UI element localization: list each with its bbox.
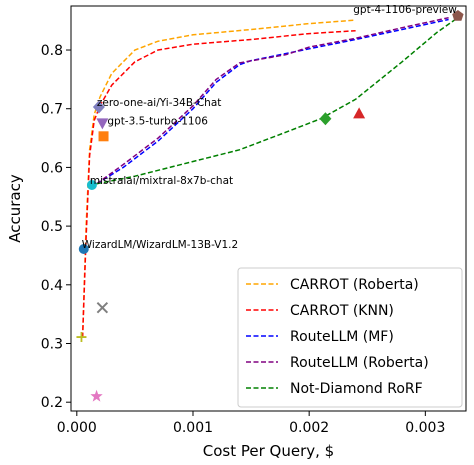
model-marker: [86, 180, 97, 191]
series-line: [96, 15, 461, 185]
x-tick-label: 0.000: [57, 420, 97, 436]
y-tick-label: 0.5: [41, 219, 63, 235]
point-label: gpt-3.5-turbo-1106: [107, 115, 208, 127]
y-tick-label: 0.8: [41, 43, 63, 59]
model-marker: [452, 10, 464, 21]
model-marker: [90, 389, 103, 402]
axis-ticks: 0.000 0.001 0.002 0.003 0.2 0.3 0.4 0.5 0.6 0.7 0.…: [41, 43, 446, 436]
legend-box: [237, 267, 463, 408]
model-marker: [78, 244, 89, 254]
point-label: zero-one-ai/Yi-34B-Chat: [97, 97, 222, 109]
x-tick-label: 0.001: [173, 420, 213, 436]
x-axis-label: Cost Per Query, $: [203, 442, 334, 460]
y-tick-label: 0.6: [41, 160, 63, 176]
point-label: WizardLM/WizardLM-13B-V1.2: [82, 239, 238, 251]
series-line: [81, 29, 356, 338]
legend-entry: RouteLLM (Roberta): [290, 355, 429, 371]
y-tick-label: 0.7: [41, 102, 63, 118]
axes-frame: [70, 5, 467, 412]
series-line: [96, 18, 449, 185]
model-marker: [92, 100, 105, 114]
model-marker: [76, 332, 87, 343]
y-axis-label: Accuracy: [6, 174, 24, 243]
model-marker: [96, 118, 109, 130]
y-tick-label: 0.3: [41, 337, 63, 353]
model-points: gpt-4-1106-preview zero-one-ai/Yi-34B-Cha…: [76, 4, 464, 402]
point-label: mistralai/mixtral-8x7b-chat: [90, 175, 233, 187]
legend-entry: CARROT (KNN): [290, 303, 394, 319]
model-marker: [98, 131, 109, 142]
legend-entry: RouteLLM (MF): [290, 329, 394, 345]
model-marker: [319, 112, 332, 126]
legend: CARROT (Roberta) CARROT (KNN) RouteLLM (MF…: [237, 267, 463, 408]
y-tick-label: 0.4: [41, 278, 63, 294]
series-line: [96, 16, 449, 185]
legend-entry: Not-Diamond RoRF: [290, 381, 423, 397]
model-marker: [353, 107, 366, 119]
legend-entry: CARROT (Roberta): [290, 277, 419, 293]
model-marker: [96, 301, 109, 314]
series-lines: [81, 15, 461, 338]
x-tick-label: 0.003: [405, 420, 445, 436]
x-tick-label: 0.002: [289, 420, 329, 436]
y-tick-label: 0.2: [41, 395, 63, 411]
point-label: gpt-4-1106-preview: [353, 4, 457, 16]
